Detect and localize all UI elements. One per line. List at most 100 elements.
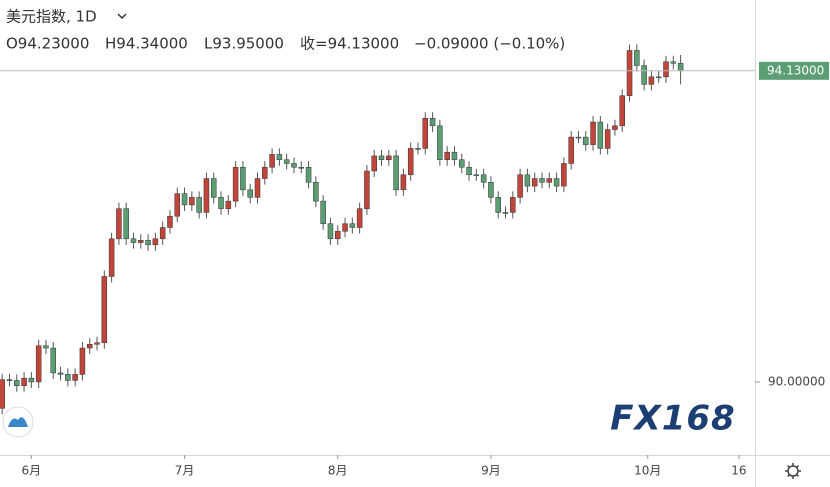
tradingview-logo[interactable] [2,406,34,438]
candle-body [604,129,611,149]
candle-body [641,65,647,85]
candle-body [386,155,392,160]
chart-title[interactable]: 美元指数, 1D [6,8,97,26]
candle-body [189,197,195,206]
watermark: FX168 [610,399,735,439]
candle-body [378,155,385,160]
candle-body [262,166,268,179]
candle-body [152,238,159,246]
candle-body [356,208,363,228]
candle-body [50,347,57,374]
candle-body [130,238,137,243]
candle-body [269,154,275,168]
candle-body [174,193,181,217]
candle-body [94,342,100,345]
candle-body [364,170,370,209]
candle-body [422,118,429,149]
candle-body [466,166,472,176]
candle-body [101,276,108,344]
candle-body [663,61,669,78]
candle-body [444,151,450,160]
candle-body [6,379,13,381]
candle-body [488,182,494,198]
candle-body [57,372,64,375]
candle-body [371,155,377,172]
candle-body [502,212,509,214]
x-tick-label: 9月 [481,464,501,478]
candle-body [79,347,86,375]
candle-body [313,182,319,202]
candle-body [648,76,655,85]
ohlc-value: −0.09000 (−0.10%) [414,35,565,53]
candle-body [218,197,224,209]
candle-body [43,345,49,349]
candle-body [539,178,545,183]
candle-body [597,121,604,149]
candle-body [291,163,297,168]
x-tick-label: 7月 [175,464,195,478]
candle-body [167,215,173,228]
candle-body [480,174,487,183]
chevron[interactable] [117,13,127,20]
candle-body [320,200,326,224]
candle-body [35,345,42,383]
candle-body [276,154,283,160]
candle-body [28,377,35,383]
candle-body [546,178,553,183]
ohlc-value: H94.34000 [105,35,188,53]
x-tick-label: 6月 [22,464,42,478]
candle-body [138,240,144,243]
candle-body [634,50,640,66]
plot: 90.00000 6月 7月 8月 9月 10月 16 94.13000 [0,44,829,478]
candle-body [0,379,5,409]
candle-body [72,374,78,381]
candle-body [407,148,414,176]
candle-body [247,189,253,198]
candle-body [86,344,93,349]
candle-body [612,125,618,130]
candle-body [473,174,480,177]
candle-body [225,200,232,209]
candle-body [619,95,625,127]
candle-body [517,174,523,198]
candle-body [531,178,538,187]
candle-body [677,63,684,72]
candle-body [568,136,574,164]
x-tick-label: 16 [731,464,746,478]
candle-body [393,155,399,191]
ohlc-value: O94.23000 [6,35,89,53]
candle-body [459,159,465,168]
candle-body [240,166,246,191]
candle-body [123,208,129,240]
candle-body [305,166,312,183]
last-price-box [759,61,829,80]
candle-body [495,197,501,213]
candle-body [108,238,115,277]
x-tick-label: 8月 [328,464,348,478]
candle-body [575,136,582,139]
candle-body [181,193,188,206]
candle-body [590,121,596,145]
candle-body [524,174,531,187]
candle-body [349,223,356,228]
candle-body [327,223,334,240]
candle-body [626,50,633,96]
candle-body [670,61,677,64]
candle-body [451,151,458,160]
candle-body [437,125,443,160]
candle-body [655,76,662,79]
candle-body [334,231,341,240]
candle-body [342,223,348,232]
last-price-label: 94.13000 [767,63,824,77]
settings-icon[interactable] [785,463,801,479]
candle-body [232,166,239,202]
candle-body [116,208,122,240]
candle-body [283,159,290,164]
candle-body [553,178,560,187]
candle-body [561,163,567,187]
candle-body [429,118,436,127]
ohlc-value: L93.95000 [204,35,284,53]
ohlc-legend: O94.23000 H94.34000 L93.95000 收=94.13000 −0.… [6,35,565,53]
